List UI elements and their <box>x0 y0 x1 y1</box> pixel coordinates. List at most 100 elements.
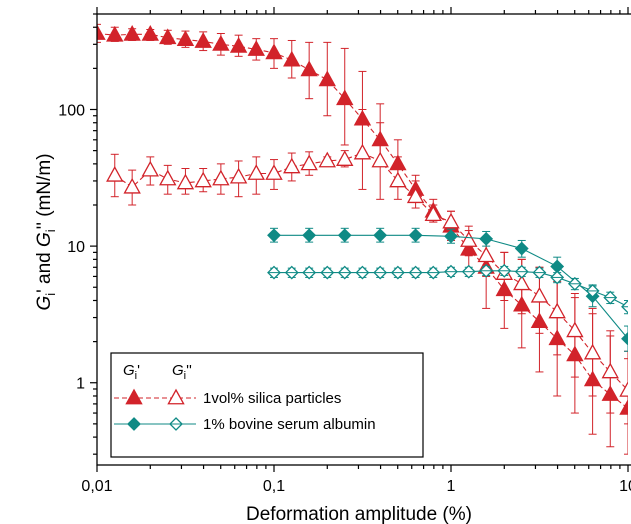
marker-shape <box>514 241 529 256</box>
data-point <box>442 212 460 229</box>
data-point <box>355 265 370 280</box>
data-point <box>337 228 352 243</box>
legend-label-bsa: 1% bovine serum albumin <box>203 416 376 433</box>
y-tick-label: 10 <box>67 239 85 256</box>
data-point <box>302 228 317 243</box>
error-bar <box>624 325 628 352</box>
data-point <box>176 173 195 190</box>
data-point <box>479 263 494 278</box>
data-point <box>603 290 618 305</box>
legend-label-silica: 1vol% silica particles <box>203 390 341 407</box>
data-point <box>302 265 317 280</box>
data-point <box>408 265 423 280</box>
data-point <box>514 264 529 279</box>
data-point <box>159 169 177 186</box>
data-point <box>532 265 547 280</box>
data-point <box>141 24 159 41</box>
data-point <box>336 150 354 166</box>
data-point <box>373 228 388 243</box>
data-point <box>320 265 335 280</box>
legend-marker-filled <box>125 388 143 405</box>
data-point <box>194 32 212 48</box>
legend-marker-open <box>167 388 185 405</box>
error-bar <box>97 23 101 43</box>
data-point <box>353 143 372 160</box>
data-point <box>247 164 265 180</box>
data-point <box>97 24 106 40</box>
error-bar <box>624 358 628 455</box>
series-silica-loss <box>106 108 628 425</box>
data-point <box>585 284 600 298</box>
data-point <box>265 164 283 180</box>
data-point <box>621 299 628 314</box>
series-bsa-loss <box>267 263 628 315</box>
data-point <box>583 343 602 360</box>
y-axis-title: Gi' and Gi'' (mN/m) <box>34 153 58 310</box>
data-point <box>479 231 494 246</box>
data-point <box>477 246 495 263</box>
data-point <box>444 264 458 279</box>
data-point <box>408 228 423 243</box>
data-point <box>337 265 352 280</box>
series-layer <box>97 23 628 455</box>
marker-shape <box>479 231 494 246</box>
data-point <box>497 263 512 278</box>
data-point <box>300 60 318 77</box>
data-point <box>460 231 478 247</box>
data-point <box>371 151 389 168</box>
marker-shape <box>373 228 388 243</box>
data-point <box>514 241 529 256</box>
data-point <box>461 264 476 279</box>
x-tick-label: 0,1 <box>263 478 285 495</box>
data-point <box>318 70 336 87</box>
x-tick-label: 10 <box>619 478 631 495</box>
data-point <box>336 89 354 106</box>
legend-box <box>110 352 424 458</box>
axes-layer: 0,01 0,1 1 10 1 10 100 <box>58 7 631 495</box>
data-point <box>265 43 283 60</box>
legend-marker-open <box>169 417 183 431</box>
plot-frame <box>96 13 631 466</box>
data-point <box>621 331 628 346</box>
data-point <box>444 229 458 244</box>
x-tick-label: 1 <box>447 478 456 495</box>
data-point <box>619 398 628 415</box>
data-point <box>601 362 619 379</box>
data-point <box>424 205 442 222</box>
legend-row-silica <box>114 388 196 405</box>
data-point <box>212 34 230 51</box>
marker-shape <box>302 228 317 243</box>
data-point <box>513 274 531 291</box>
data-point <box>406 187 425 204</box>
data-point <box>283 157 301 174</box>
data-point <box>548 302 566 319</box>
data-point <box>567 276 582 291</box>
marker-shape <box>408 228 423 243</box>
data-point <box>159 28 177 45</box>
data-point <box>389 171 407 188</box>
error-bar <box>624 299 628 315</box>
data-point <box>550 270 565 285</box>
data-point <box>390 265 405 280</box>
legend-header-loss: Gi'' <box>172 362 192 382</box>
data-point <box>426 265 441 280</box>
data-point <box>229 167 248 184</box>
data-point <box>106 25 124 42</box>
legend-header-storage: Gi' <box>123 362 140 382</box>
marker-shape <box>444 229 458 244</box>
marker-shape <box>267 228 281 243</box>
marker-shape <box>337 228 352 243</box>
y-tick-label: 1 <box>76 376 85 393</box>
data-point <box>123 24 141 41</box>
data-point <box>284 265 299 280</box>
x-tick-label: 0,01 <box>81 478 112 495</box>
data-point <box>318 151 336 168</box>
data-point <box>141 160 159 177</box>
data-point <box>283 50 301 67</box>
data-point <box>530 286 549 303</box>
data-point <box>373 265 388 280</box>
x-axis-title: Deformation amplitude (%) <box>246 504 472 524</box>
data-point <box>123 177 141 194</box>
marker-shape <box>127 417 141 431</box>
